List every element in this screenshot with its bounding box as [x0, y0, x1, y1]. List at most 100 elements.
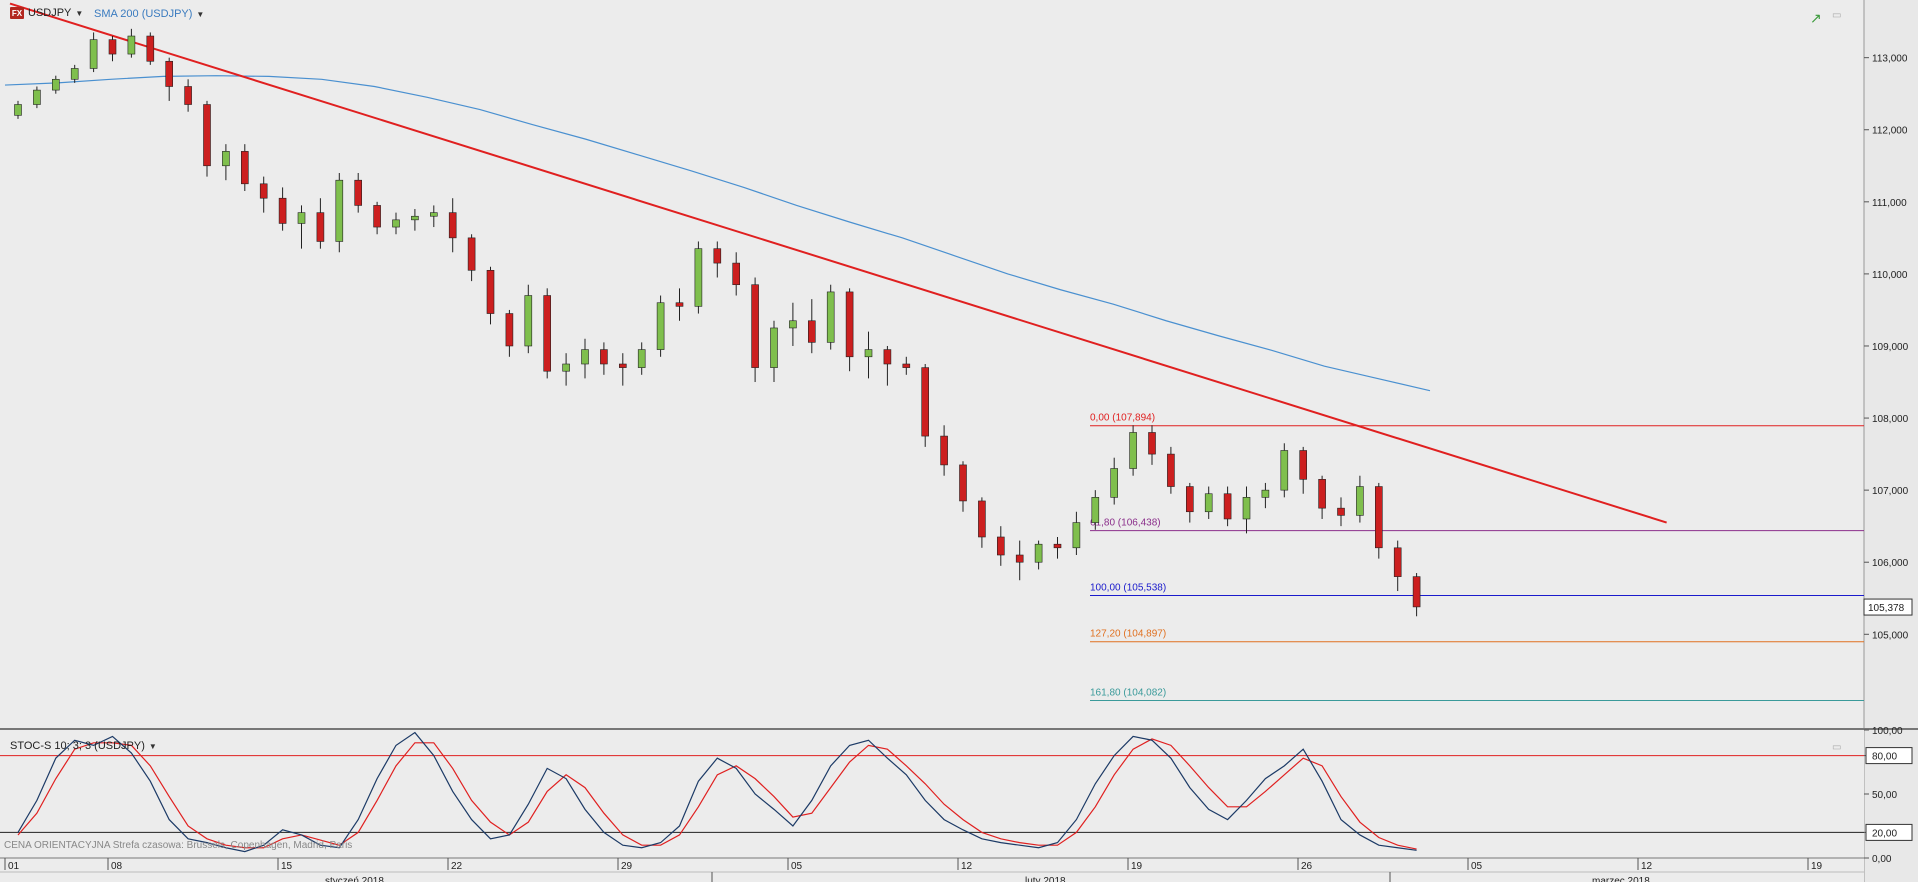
candle-body [278, 197, 287, 224]
fib-level-label: 0,00 (107,894) [1090, 413, 1155, 424]
candle-body [751, 284, 759, 368]
candle-body [543, 295, 552, 372]
candle-body [562, 363, 570, 372]
time-day-label: 22 [451, 861, 463, 872]
candle-body [108, 39, 117, 55]
candle-body [940, 435, 948, 466]
candle-body [505, 313, 514, 347]
price-tick-label: 110,000 [1872, 270, 1908, 281]
chevron-down-icon[interactable]: ▼ [196, 9, 205, 19]
symbol-selector[interactable]: FX USDJPY ▼ [10, 7, 83, 19]
candle-body [184, 86, 192, 105]
time-day-label: 29 [621, 861, 633, 872]
candle-body [694, 248, 703, 307]
stoch-d-line [17, 738, 1417, 850]
time-day-label: 19 [1131, 861, 1143, 872]
indicator-label: SMA 200 (USDJPY) [94, 8, 193, 20]
candle-body [978, 500, 986, 538]
stoch-tick-label: 50,00 [1872, 790, 1897, 801]
fib-level-label: 61,80 (106,438) [1090, 518, 1161, 529]
candle-body [618, 363, 627, 368]
price-tick-label: 111,000 [1872, 198, 1907, 209]
candle-body [259, 183, 268, 199]
candle-body [429, 212, 438, 217]
candle-body [1375, 486, 1383, 549]
candle-body [1242, 497, 1251, 520]
candle-body [770, 327, 778, 368]
time-day-label: 26 [1301, 861, 1313, 872]
stoch-plot-bg [0, 730, 1864, 858]
price-tick-label: 107,000 [1872, 486, 1909, 497]
stoch-tick-label: 100,00 [1872, 726, 1903, 737]
candle-body [675, 302, 684, 307]
panel-window-icon[interactable]: ▭ [1832, 742, 1842, 753]
chevron-down-icon[interactable]: ▼ [148, 741, 157, 751]
price-tick-label: 109,000 [1872, 342, 1909, 353]
candle-body [411, 215, 419, 221]
candle-body [1072, 522, 1081, 549]
price-tick-label: 108,000 [1872, 414, 1909, 425]
indicator-selector[interactable]: SMA 200 (USDJPY) ▼ [94, 8, 204, 20]
candle-body [902, 363, 911, 368]
stoch-80-label: 80,00 [1872, 752, 1897, 763]
candle-body [392, 219, 400, 228]
fx-logo: FX [10, 7, 24, 19]
candle-body [127, 35, 136, 55]
candle-body [467, 237, 476, 271]
candle-body [1299, 450, 1307, 480]
time-day-label: 19 [1811, 861, 1823, 872]
price-axis-bg [1864, 0, 1918, 882]
trend-icon[interactable]: ↗ [1810, 10, 1822, 26]
time-day-label: 01 [8, 861, 20, 872]
candle-body [921, 367, 930, 437]
candle-body [70, 68, 79, 80]
candle-body [33, 89, 41, 105]
candle-body [637, 349, 646, 368]
candle-body [864, 349, 873, 358]
candle-body [1186, 486, 1194, 513]
candle-body [789, 320, 797, 329]
candle-body [600, 349, 608, 365]
time-month-label: styczeń 2018 [325, 876, 384, 882]
candle-body [89, 39, 98, 69]
candle-body [996, 536, 1005, 556]
time-axis-bg [0, 858, 1864, 882]
candle-body [1393, 547, 1402, 577]
candle-body [732, 262, 741, 286]
candle-body [959, 464, 967, 502]
candle-body [1110, 468, 1118, 498]
candle-body [845, 291, 854, 358]
time-month-label: marzec 2018 [1592, 876, 1650, 882]
candle-body [713, 248, 722, 264]
last-price-label: 105,378 [1868, 603, 1905, 614]
stochastic-label: STOC-S 10; 3; 3 (USDJPY) [10, 740, 145, 752]
stochastic-selector[interactable]: STOC-S 10; 3; 3 (USDJPY) ▼ [10, 740, 157, 752]
time-day-label: 05 [1471, 861, 1483, 872]
stoch-80-box [1865, 747, 1913, 765]
candle-body [1015, 554, 1024, 563]
candle-body [1148, 432, 1156, 455]
footer-note: CENA ORIENTACYJNA Strefa czasowa: Brusse… [4, 840, 353, 851]
candle-body [1167, 453, 1175, 487]
candle-body [656, 302, 665, 350]
window-icon[interactable]: ▭ [1832, 10, 1842, 21]
main-plot-bg [0, 0, 1864, 728]
time-day-label: 05 [791, 861, 803, 872]
candle-body [146, 35, 155, 62]
time-day-label: 12 [1641, 861, 1653, 872]
candle-body [524, 295, 533, 347]
time-day-label: 08 [111, 861, 123, 872]
chevron-down-icon[interactable]: ▼ [75, 8, 84, 18]
time-day-label: 15 [281, 861, 293, 872]
fib-level-label: 100,00 (105,538) [1090, 583, 1166, 594]
price-tick-label: 105,000 [1872, 630, 1909, 641]
candle-body [1204, 493, 1213, 513]
candle-body [1261, 489, 1270, 498]
candle-body [297, 212, 306, 224]
stoch-k-line [17, 731, 1417, 853]
candle-body [354, 179, 363, 206]
candle-body [1337, 507, 1345, 516]
candle-body [316, 212, 325, 242]
candle-body [1412, 576, 1421, 608]
